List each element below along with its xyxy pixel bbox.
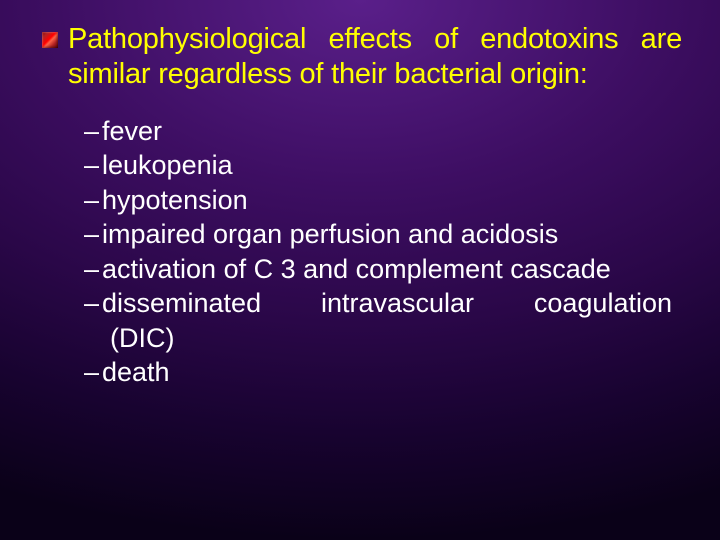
sub-item: –activation of C 3 and complement cascad…	[84, 252, 672, 287]
dash-icon: –	[84, 217, 102, 252]
sub-item-text: disseminated intravascular coagulation (…	[102, 288, 672, 353]
square-bullet-icon	[42, 32, 58, 48]
sub-item: –hypotension	[84, 183, 672, 218]
main-bullet-row: Pathophysiological effects of endotoxins…	[42, 22, 682, 92]
main-bullet-text: Pathophysiological effects of endotoxins…	[68, 22, 682, 92]
dash-icon: –	[84, 252, 102, 287]
dash-icon: –	[84, 355, 102, 390]
sub-item: –fever	[84, 114, 672, 149]
sub-item-text: hypotension	[102, 185, 248, 215]
sub-item-text: activation of C 3 and complement cascade	[102, 254, 611, 284]
dash-icon: –	[84, 286, 102, 321]
sub-item-text: fever	[102, 116, 162, 146]
dash-icon: –	[84, 148, 102, 183]
sub-item-text: death	[102, 357, 170, 387]
sub-item-text: leukopenia	[102, 150, 233, 180]
sub-item: –impaired organ perfusion and acidosis	[84, 217, 672, 252]
slide: Pathophysiological effects of endotoxins…	[0, 0, 720, 540]
sub-item: –death	[84, 355, 672, 390]
dash-icon: –	[84, 183, 102, 218]
sub-list: –fever –leukopenia –hypotension –impaire…	[84, 114, 672, 390]
sub-item-text: impaired organ perfusion and acidosis	[102, 219, 558, 249]
dash-icon: –	[84, 114, 102, 149]
sub-item: –disseminated intravascular coagulation …	[84, 286, 672, 355]
sub-item: –leukopenia	[84, 148, 672, 183]
